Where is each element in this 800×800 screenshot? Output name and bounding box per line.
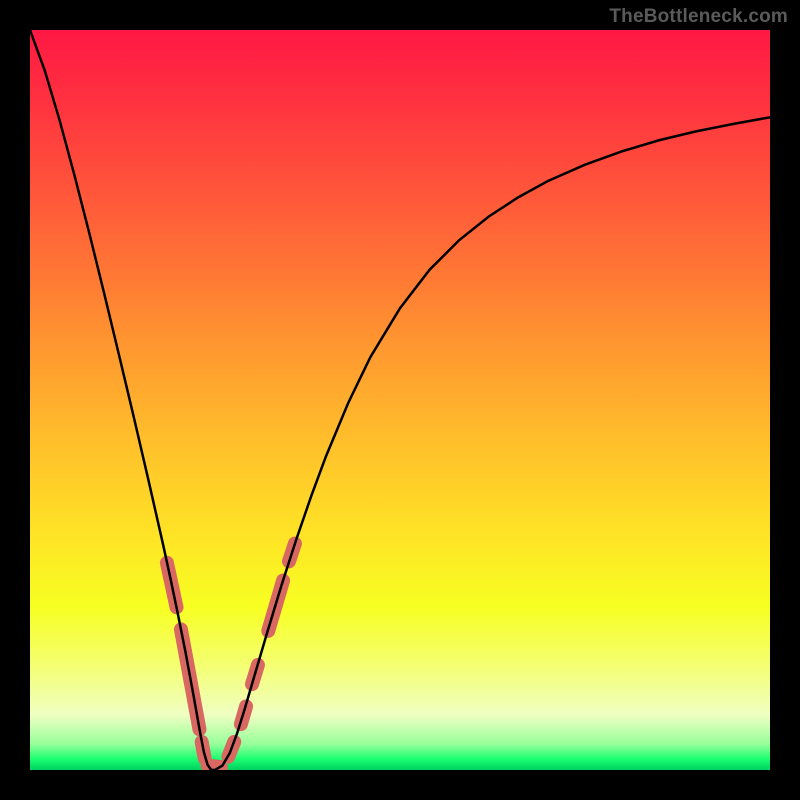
watermark-text: TheBottleneck.com xyxy=(609,6,788,28)
chart-root: { "watermark": "TheBottleneck.com", "cha… xyxy=(0,0,800,800)
bottleneck-curve-chart xyxy=(0,0,800,800)
